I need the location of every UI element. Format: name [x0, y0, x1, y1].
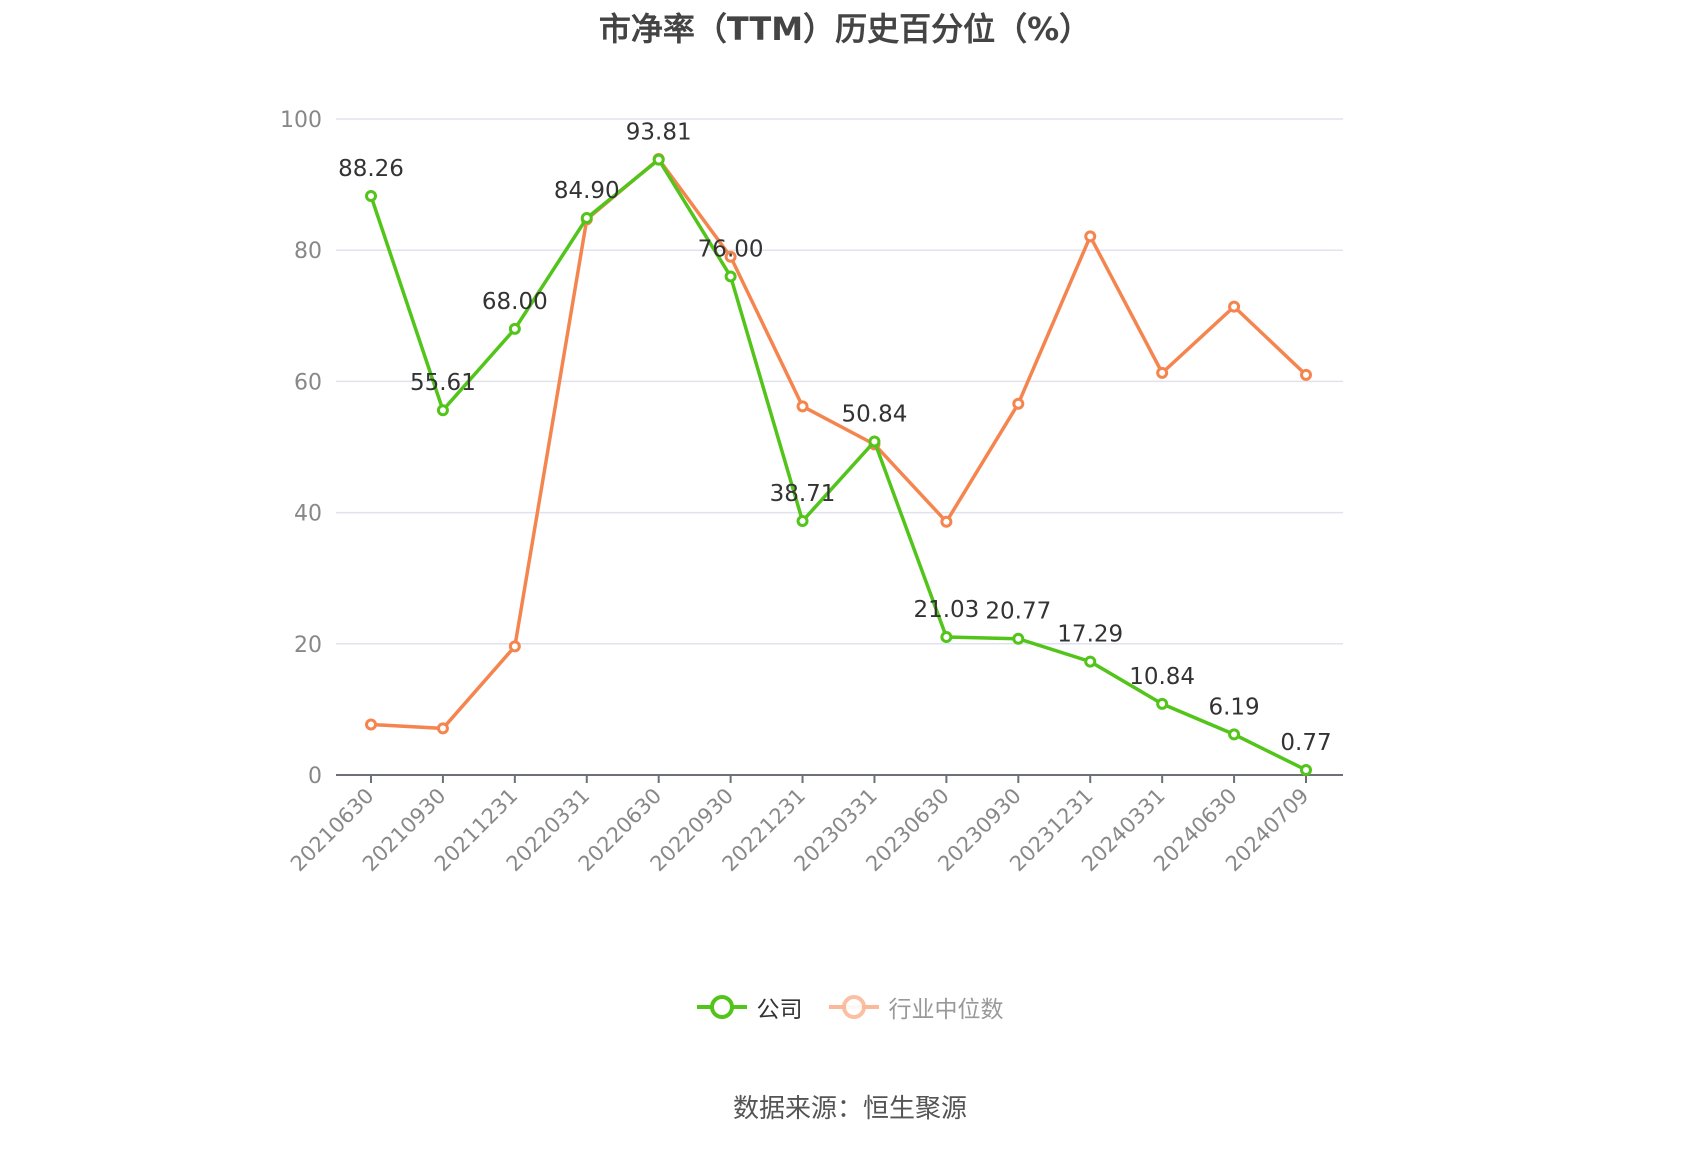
- data-point: [436, 722, 449, 735]
- y-tick-label: 80: [294, 239, 322, 264]
- data-label: 0.77: [1280, 730, 1331, 756]
- data-point: [868, 435, 881, 448]
- data-point: [508, 322, 521, 335]
- data-label: 38.71: [770, 481, 836, 507]
- y-tick-label: 40: [294, 502, 322, 527]
- series-line-company: [369, 156, 1307, 772]
- data-source: 数据来源：恒生聚源: [732, 1094, 967, 1124]
- data-label: 6.19: [1208, 694, 1259, 720]
- data-label: 84.90: [554, 178, 620, 204]
- legend-marker-company-icon: [696, 995, 747, 1019]
- series-line-industry: [370, 156, 1308, 731]
- data-point: [1084, 655, 1097, 668]
- data-point: [1300, 763, 1312, 776]
- data-point: [724, 270, 737, 283]
- data-point: [1228, 728, 1241, 741]
- y-tick-label: 100: [280, 108, 322, 133]
- data-point: [1084, 230, 1097, 243]
- data-label: 20.77: [985, 599, 1051, 625]
- data-point: [508, 640, 521, 653]
- data-label: 17.29: [1057, 622, 1123, 648]
- data-label: 88.26: [338, 156, 404, 182]
- data-point: [580, 212, 593, 225]
- data-label: 10.84: [1129, 664, 1195, 690]
- data-point: [940, 515, 953, 528]
- y-tick-label: 0: [308, 764, 322, 789]
- data-point: [1300, 368, 1312, 381]
- data-label: 21.03: [913, 597, 979, 623]
- legend: 公司 行业中位数: [0, 990, 1700, 1024]
- data-point: [724, 250, 737, 263]
- data-point: [365, 190, 377, 203]
- data-point: [652, 153, 665, 166]
- chart-title: 市净率（TTM）历史百分位（%）: [598, 10, 1092, 48]
- y-tick-label: 60: [294, 370, 322, 395]
- data-point: [796, 400, 809, 413]
- data-point: [1012, 632, 1025, 645]
- data-point: [940, 631, 953, 644]
- y-tick-label: 20: [294, 633, 322, 658]
- data-label: 76.00: [698, 236, 764, 262]
- data-point: [1156, 366, 1169, 379]
- data-point: [1156, 697, 1169, 710]
- data-point: [436, 404, 449, 417]
- data-label: 93.81: [626, 120, 692, 146]
- data-point: [796, 515, 809, 528]
- legend-label-company: 公司: [756, 997, 803, 1023]
- data-point: [365, 718, 377, 731]
- legend-label-industry-median: 行业中位数: [888, 997, 1004, 1023]
- data-label: 55.61: [410, 370, 476, 396]
- legend-item-company[interactable]: 公司: [696, 990, 803, 1024]
- data-label: 50.84: [842, 401, 908, 427]
- data-point: [1012, 397, 1025, 410]
- legend-marker-industry-icon: [828, 995, 879, 1019]
- data-point: [1228, 300, 1241, 313]
- data-label: 68.00: [482, 289, 548, 315]
- legend-item-industry-median[interactable]: 行业中位数: [828, 990, 1004, 1024]
